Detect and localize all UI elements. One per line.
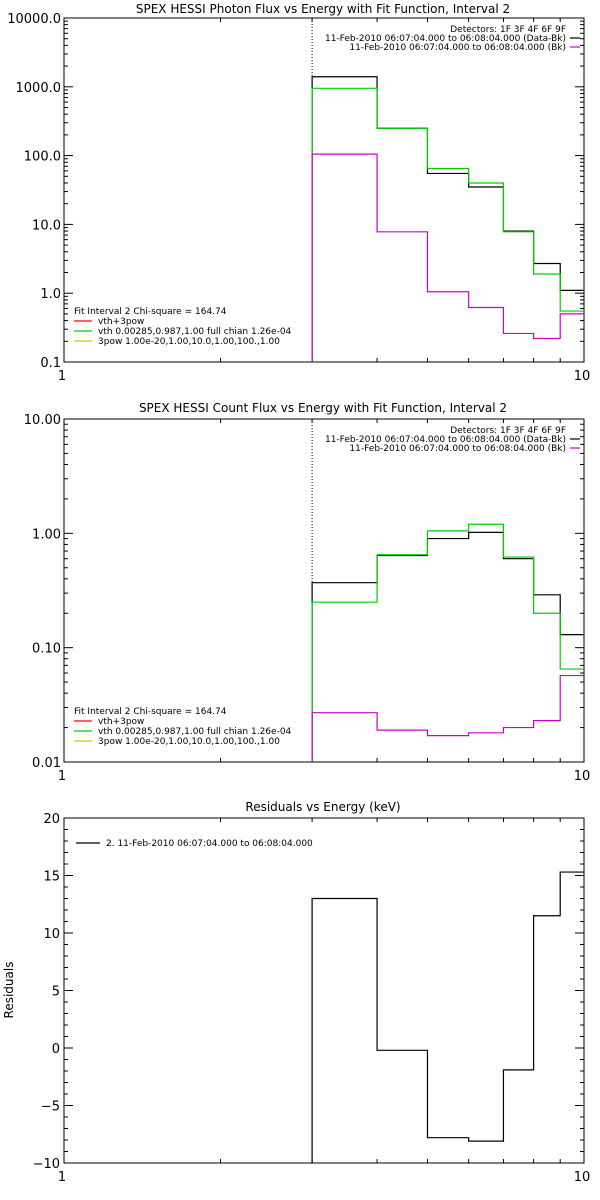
y-tick-label: 1.0 — [40, 287, 61, 302]
y-tick-label: 0.1 — [40, 356, 61, 371]
count-flux-plot: 0.01 0.10 1.00 10.00 1 10 Detectors: 1F 3F 4F … — [24, 413, 590, 784]
residuals-y-axis-label: Residuals — [2, 962, 16, 1019]
series-2-line — [311, 153, 584, 362]
x-tick-label: 10 — [574, 769, 591, 784]
residuals-title: Residuals vs Energy (keV) — [245, 800, 400, 814]
series-0-line — [311, 76, 584, 362]
series-1-line — [311, 87, 584, 362]
y-tick-label: 0 — [52, 1042, 60, 1057]
legend-top-right-entry: Detectors: 1F 3F 4F 6F 9F — [450, 25, 566, 35]
legend-top-right-entry: 11-Feb-2010 06:07:04.000 to 06:08:04.000… — [349, 43, 566, 53]
count-flux-title: SPEX HESSI Count Flux vs Energy with Fit… — [139, 401, 507, 415]
y-tick-label: 15 — [43, 870, 60, 885]
legend-bottom-left-entry: vth+3pow — [98, 717, 144, 727]
legend-top-right-entry: 11-Feb-2010 06:07:04.000 to 06:08:04.000… — [325, 34, 566, 44]
y-tick-label: 1000.0 — [16, 81, 62, 96]
legend-top-left-entry: 2. 11-Feb-2010 06:07:04.000 to 06:08:04.… — [106, 839, 313, 849]
legend-top-right-entry: 11-Feb-2010 06:07:04.000 to 06:08:04.000… — [325, 435, 566, 445]
y-tick-label: −5 — [41, 1100, 60, 1115]
legend-top-right-entry: 11-Feb-2010 06:07:04.000 to 06:08:04.000… — [349, 444, 566, 454]
series-2-line — [311, 674, 584, 762]
y-tick-label: 10.0 — [32, 218, 61, 233]
legend-bottom-left-entry: 3pow 1.00e-20,1.00,10.0,1.00,100.,1.00 — [98, 737, 280, 747]
x-tick-label: 10 — [574, 369, 591, 384]
photon-flux-title: SPEX HESSI Photon Flux vs Energy with Fi… — [136, 2, 510, 16]
x-tick-label: 10 — [574, 1170, 591, 1185]
y-tick-label: 0.10 — [32, 642, 61, 657]
legend-bottom-left-entry: Fit Interval 2 Chi-square = 164.74 — [74, 707, 227, 717]
legend-bottom-left-entry: 3pow 1.00e-20,1.00,10.0,1.00,100.,1.00 — [98, 337, 280, 347]
x-tick-label: 1 — [58, 769, 66, 784]
y-tick-label: −10 — [33, 1157, 60, 1172]
legend-bottom-left-entry: vth+3pow — [98, 317, 144, 327]
x-tick-label: 1 — [58, 1170, 66, 1185]
y-tick-label: 5 — [52, 985, 60, 1000]
legend-bottom-left-entry: Fit Interval 2 Chi-square = 164.74 — [74, 307, 227, 317]
y-tick-label: 100.0 — [24, 150, 61, 165]
photon-flux-panel: SPEX HESSI Photon Flux vs Energy with Fi… — [7, 2, 590, 384]
y-tick-label: 20 — [43, 812, 60, 827]
photon-flux-plot-frame — [63, 17, 585, 363]
legend-bottom-left-entry: vth 0.00285,0.987,1.00 full chian 1.26e-… — [98, 327, 292, 337]
legend-bottom-left-entry: vth 0.00285,0.987,1.00 full chian 1.26e-… — [98, 727, 292, 737]
y-tick-label: 10.00 — [24, 413, 61, 428]
y-tick-label: 10000.0 — [7, 12, 61, 27]
y-tick-label: 0.01 — [32, 756, 61, 771]
photon-flux-plot: 0.1 1.0 10.0 100.0 1000.0 10000.0 1 10 Detectors… — [7, 12, 590, 384]
residuals-plot-frame — [63, 817, 585, 1164]
residuals-panel: Residuals vs Energy (keV) Residuals −10−… — [2, 800, 590, 1185]
y-tick-label: 1.00 — [32, 527, 61, 542]
series-1-line — [311, 523, 584, 762]
legend-top-right-entry: Detectors: 1F 3F 4F 6F 9F — [450, 426, 566, 436]
count-flux-panel: SPEX HESSI Count Flux vs Energy with Fit… — [24, 401, 590, 784]
y-tick-label: 10 — [43, 927, 60, 942]
series-0-line — [311, 871, 584, 1163]
x-tick-label: 1 — [58, 369, 66, 384]
count-flux-plot-frame — [63, 418, 585, 763]
series-0-line — [311, 531, 584, 762]
residuals-plot: −10 −5 0 5 10 15 20 1 10 2. 11-Feb-2010 06:07:04.… — [33, 812, 591, 1185]
